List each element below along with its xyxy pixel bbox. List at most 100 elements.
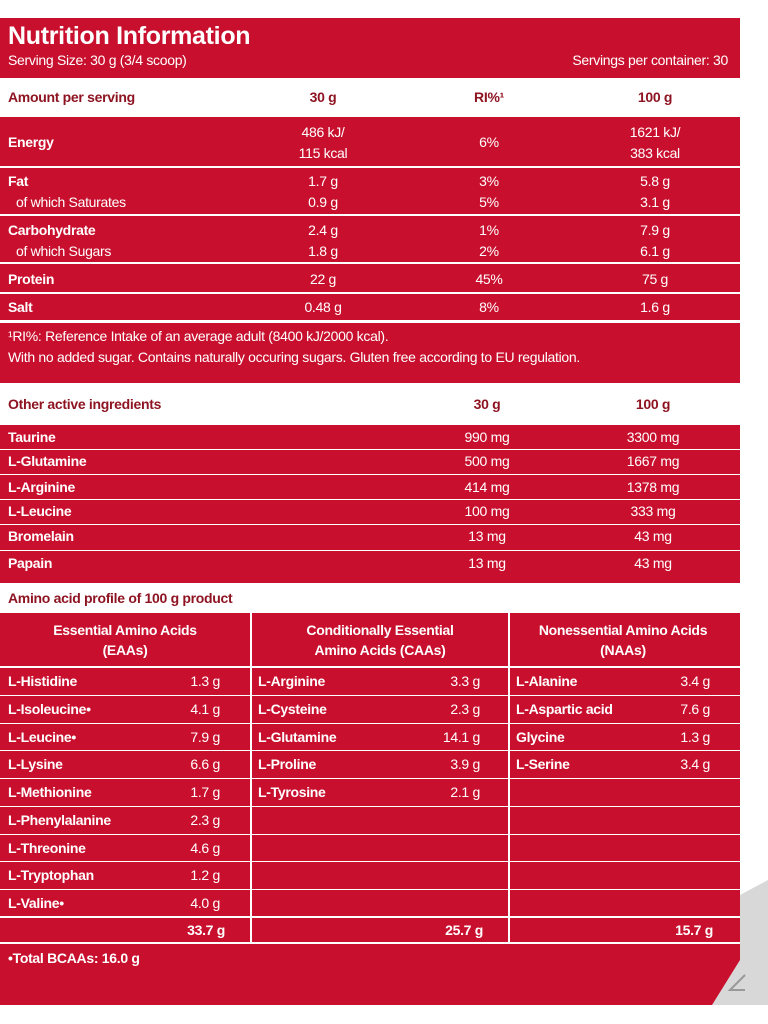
rule bbox=[0, 722, 740, 724]
cell: 4.6 g bbox=[190, 839, 220, 856]
cell: 2.1 g bbox=[450, 784, 480, 800]
cell: 3.4 g bbox=[680, 756, 710, 773]
cell: 1.3 g bbox=[190, 673, 220, 689]
cell: 1% bbox=[479, 221, 499, 238]
cell: 8% bbox=[479, 299, 499, 315]
row-label: L-Serine bbox=[516, 756, 570, 773]
total: 33.7 g bbox=[187, 922, 225, 938]
rule bbox=[0, 916, 740, 918]
column-header: 30 g bbox=[309, 89, 337, 105]
row-label: L-Histidine bbox=[8, 673, 78, 689]
cell: 7.6 g bbox=[680, 700, 710, 717]
row-label: Taurine bbox=[8, 429, 56, 445]
cell: 1.2 g bbox=[190, 867, 220, 884]
row-label: of which Sugars bbox=[16, 242, 112, 259]
cell: 7.9 g bbox=[190, 728, 220, 745]
column-header: Other active ingredients bbox=[8, 396, 162, 412]
rule bbox=[0, 499, 740, 500]
cell: 13 mg bbox=[468, 555, 506, 571]
cell: 486 kJ/ bbox=[301, 123, 345, 140]
rule bbox=[0, 549, 740, 551]
cell: 6.1 g bbox=[640, 242, 670, 259]
cell: 0.48 g bbox=[304, 299, 342, 315]
cell: 75 g bbox=[641, 271, 669, 287]
servings-per-container: Servings per container: 30 bbox=[572, 52, 728, 68]
row-label: Glycine bbox=[516, 728, 565, 745]
rule bbox=[0, 778, 740, 779]
row-label: L-Threonine bbox=[8, 839, 86, 856]
cell: 43 mg bbox=[634, 528, 672, 544]
rule bbox=[0, 292, 740, 294]
row-label: L-Aspartic acid bbox=[516, 700, 613, 717]
row-label: L-Arginine bbox=[8, 479, 75, 495]
row-label: L-Lysine bbox=[8, 756, 63, 773]
cell: 2.3 g bbox=[190, 811, 220, 828]
title: Nutrition Information bbox=[8, 22, 251, 50]
active-header-bar bbox=[0, 383, 740, 425]
cell: 2.3 g bbox=[450, 700, 480, 717]
row-label: L-Tryptophan bbox=[8, 867, 94, 884]
rule bbox=[0, 166, 740, 168]
cell: 414 mg bbox=[464, 479, 510, 495]
column-header: (NAAs) bbox=[600, 642, 646, 658]
row-label: Papain bbox=[8, 555, 53, 571]
row-label: Salt bbox=[8, 299, 33, 315]
row-label: Protein bbox=[8, 271, 55, 287]
rule bbox=[0, 833, 740, 835]
cell: 1.7 g bbox=[190, 784, 220, 800]
cell: 115 kcal bbox=[298, 144, 348, 161]
curl-arrow bbox=[727, 974, 746, 991]
column-rule bbox=[250, 613, 252, 944]
rule bbox=[0, 889, 740, 890]
cell: 100 mg bbox=[464, 503, 510, 519]
cell: 4.0 g bbox=[190, 895, 220, 911]
curl-shape bbox=[712, 880, 768, 1005]
rule bbox=[0, 523, 740, 525]
column-header: RI%¹ bbox=[474, 89, 504, 105]
amino-header-bar bbox=[0, 583, 740, 613]
cell: 14.1 g bbox=[442, 728, 480, 745]
row-label: L-Isoleucine• bbox=[8, 700, 91, 717]
row-label: Fat bbox=[8, 172, 29, 189]
column-header: (EAAs) bbox=[102, 642, 148, 658]
cell: 990 mg bbox=[464, 429, 510, 445]
row-label: L-Valine• bbox=[8, 895, 64, 911]
cell: 500 mg bbox=[464, 453, 510, 469]
row-label: of which Saturates bbox=[16, 193, 126, 210]
rule bbox=[0, 214, 740, 216]
column-header: Amino Acids (CAAs) bbox=[314, 642, 446, 658]
rule bbox=[0, 750, 740, 752]
cell: 22 g bbox=[309, 271, 337, 287]
row-label: L-Alanine bbox=[516, 673, 578, 689]
cell: 5% bbox=[479, 193, 499, 210]
cell: 1.6 g bbox=[640, 299, 670, 315]
cell: 1667 mg bbox=[626, 453, 680, 469]
cell: 1621 kJ/ bbox=[629, 123, 681, 140]
cell: 6% bbox=[479, 134, 499, 150]
rule bbox=[0, 861, 740, 863]
row-label: L-Tyrosine bbox=[258, 784, 326, 800]
cell: 5.8 g bbox=[640, 172, 670, 189]
cell: 1.7 g bbox=[308, 172, 338, 189]
total: 15.7 g bbox=[675, 922, 713, 938]
cell: 3.1 g bbox=[640, 193, 670, 210]
row-label: L-Proline bbox=[258, 756, 316, 773]
column-header: Conditionally Essential bbox=[306, 622, 454, 638]
cell: 0.9 g bbox=[308, 193, 338, 210]
serving-size: Serving Size: 30 g (3/4 scoop) bbox=[8, 52, 187, 68]
column-header: Amount per serving bbox=[8, 89, 135, 105]
cell: 3.4 g bbox=[680, 673, 710, 689]
rule bbox=[0, 474, 740, 475]
rule bbox=[0, 805, 740, 807]
row-label: L-Cysteine bbox=[258, 700, 327, 717]
footnote: ¹RI%: Reference Intake of an average adu… bbox=[8, 328, 389, 344]
column-rule bbox=[508, 613, 510, 944]
cell: 13 mg bbox=[468, 528, 506, 544]
section-title: Amino acid profile of 100 g product bbox=[8, 590, 233, 606]
row-label: L-Glutamine bbox=[8, 453, 87, 469]
thick-rule bbox=[0, 320, 740, 323]
column-header: 30 g bbox=[473, 396, 501, 412]
cell: 3.3 g bbox=[450, 673, 480, 689]
row-label: Energy bbox=[8, 134, 54, 150]
